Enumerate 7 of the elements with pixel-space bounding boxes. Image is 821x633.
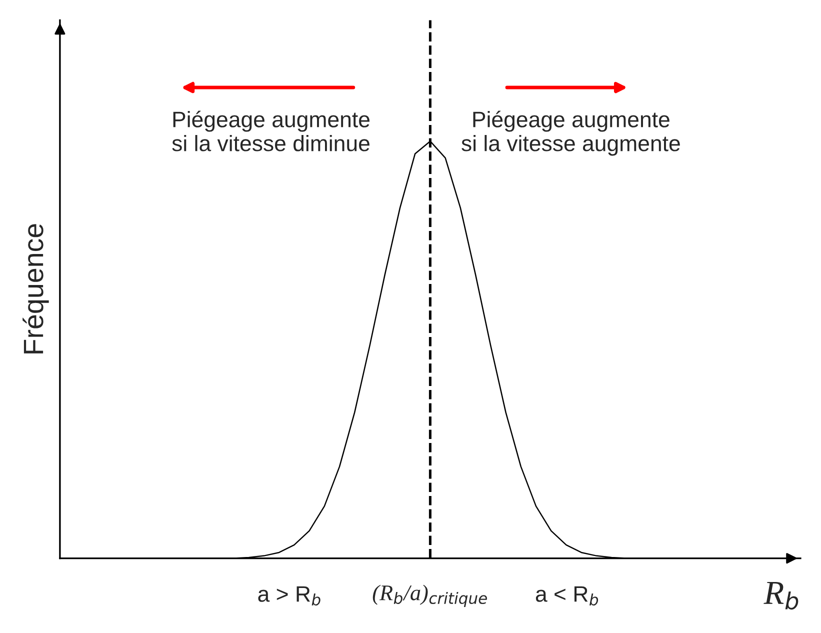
text: (R$_{b}$/a)$_{critique}$ xyxy=(372,584,487,608)
text: a < R$_{b}$ xyxy=(536,586,598,606)
annotation: Piégeage augmente si la vitesse diminue xyxy=(172,110,370,152)
x-axis-title: R$_{b}$ xyxy=(764,582,798,610)
text: a > R$_{b}$ xyxy=(258,586,320,606)
annotation: Piégeage augmente si la vitesse augmente xyxy=(462,110,680,156)
y-axis-title: Fréquence xyxy=(22,224,49,354)
